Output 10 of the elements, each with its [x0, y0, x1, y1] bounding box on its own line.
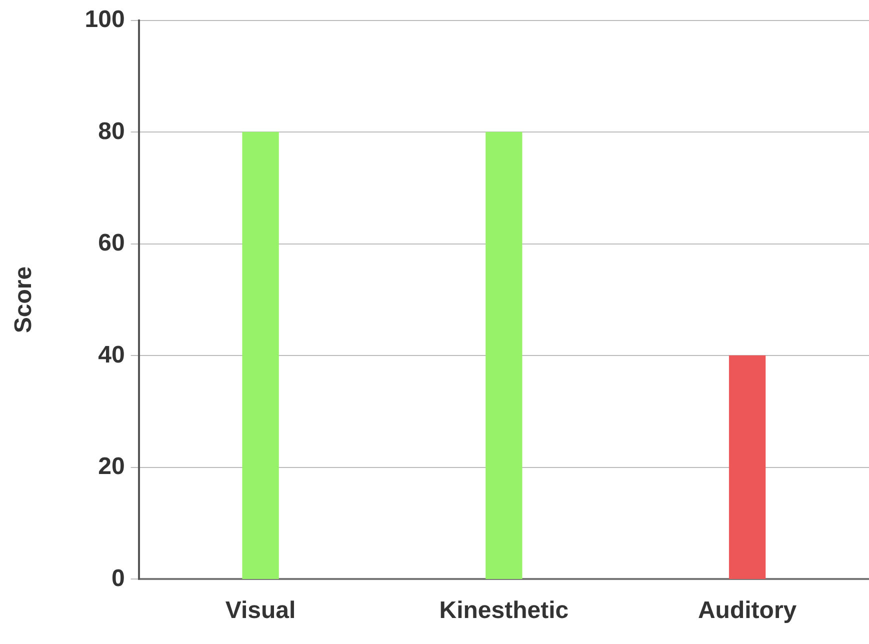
y-tick-label: 80	[98, 118, 125, 145]
y-tick-label: 100	[84, 6, 125, 34]
x-tick-label: Kinesthetic	[439, 597, 569, 624]
y-tick-label: 20	[98, 453, 125, 480]
y-axis-title: Score	[10, 266, 38, 334]
y-tick-label: 0	[111, 564, 125, 592]
x-tick-label: Auditory	[698, 597, 798, 624]
y-tick-label: 40	[98, 341, 125, 368]
x-tick-label: Visual	[225, 597, 296, 624]
y-tick-label: 60	[98, 230, 125, 257]
